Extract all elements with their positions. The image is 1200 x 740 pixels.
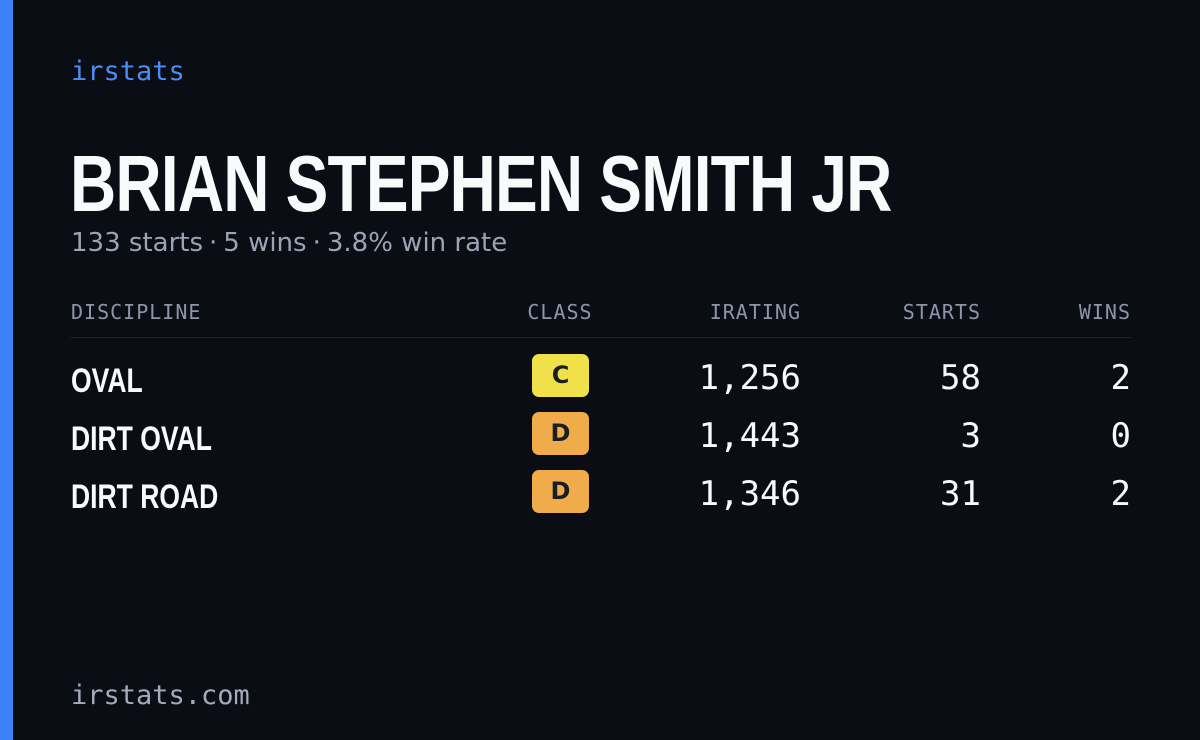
class-badge: C (532, 354, 589, 397)
driver-name: BRIAN STEPHEN SMITH JR (70, 139, 892, 228)
column-header-discipline: DISCIPLINE (71, 300, 202, 324)
class-badge: D (532, 412, 589, 455)
starts-summary: 133 starts (71, 228, 203, 258)
accent-bar (0, 0, 13, 740)
irating-value: 1,256 (698, 358, 801, 398)
wins-summary: 5 wins (223, 228, 307, 258)
irating-value: 1,443 (698, 416, 801, 456)
table-row: DIRT ROAD D 1,346 31 2 (71, 470, 1131, 528)
column-header-class: CLASS (527, 300, 593, 324)
table-row: DIRT OVAL D 1,443 3 0 (71, 412, 1131, 470)
discipline-name: DIRT OVAL (71, 420, 212, 458)
wins-value: 0 (1110, 416, 1131, 456)
irating-value: 1,346 (698, 474, 801, 514)
discipline-name: OVAL (71, 362, 143, 400)
wins-value: 2 (1110, 358, 1131, 398)
separator: · (312, 228, 321, 258)
win-rate-summary: 3.8% win rate (326, 228, 508, 258)
class-badge: D (532, 470, 589, 513)
starts-value: 31 (940, 474, 981, 514)
table-header: DISCIPLINE CLASS IRATING STARTS WINS (71, 300, 1131, 338)
starts-value: 3 (960, 416, 981, 456)
starts-value: 58 (940, 358, 981, 398)
column-header-wins: WINS (1078, 300, 1131, 324)
table-row: OVAL C 1,256 58 2 (71, 354, 1131, 412)
discipline-name: DIRT ROAD (71, 478, 219, 516)
separator: · (209, 228, 218, 258)
column-header-irating: IRATING (709, 300, 801, 324)
footer-url: irstats.com (71, 680, 250, 711)
wins-value: 2 (1110, 474, 1131, 514)
driver-summary: 133 starts · 5 wins · 3.8% win rate (71, 228, 507, 258)
column-header-starts: STARTS (902, 300, 981, 324)
brand-logo: irstats (71, 56, 185, 87)
